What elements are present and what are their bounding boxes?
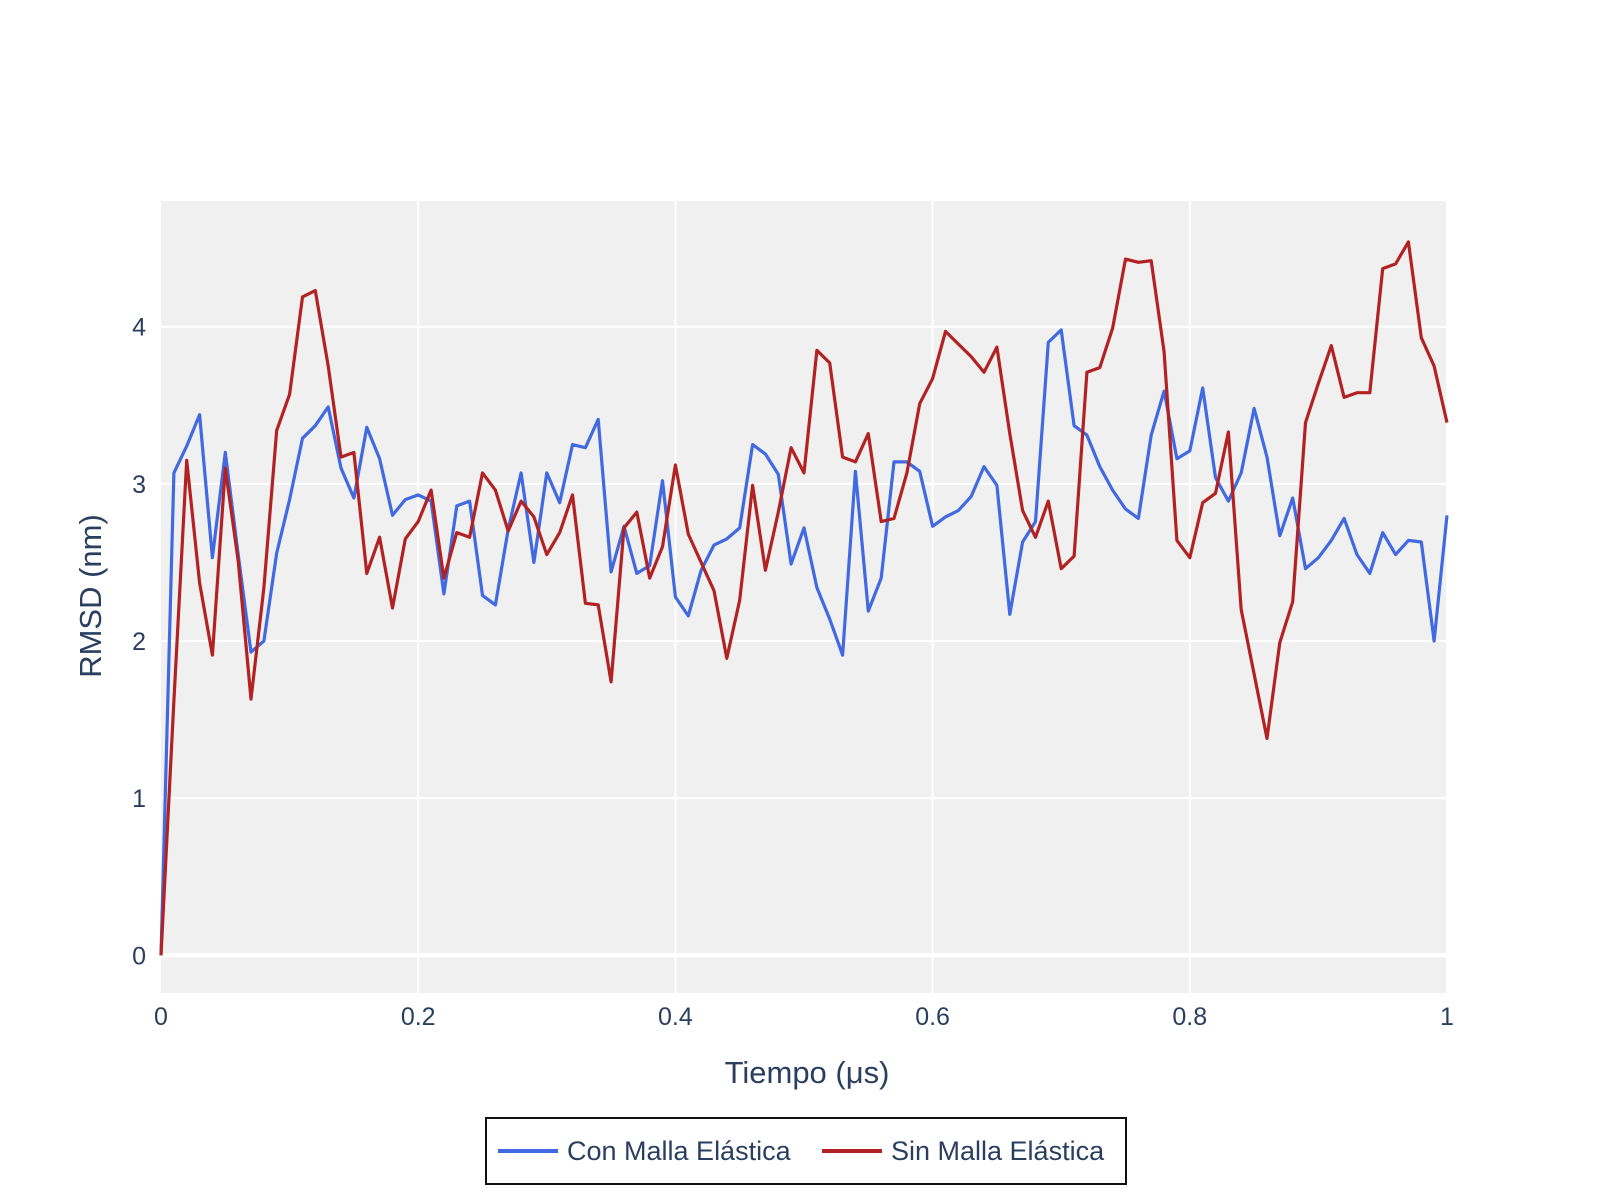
y-tick-label: 2 <box>132 628 146 656</box>
legend: Con Malla Elástica Sin Malla Elástica <box>485 1117 1127 1185</box>
legend-label-sin-malla: Sin Malla Elástica <box>891 1136 1105 1166</box>
x-tick-label: 0 <box>154 1003 168 1031</box>
x-tick-label: 0.4 <box>658 1003 693 1031</box>
plot-background <box>161 201 1447 993</box>
series-lines <box>159 240 1449 956</box>
y-tick-label: 3 <box>132 471 146 499</box>
y-tick-label: 0 <box>132 942 146 970</box>
x-tick-label: 0.6 <box>915 1003 950 1031</box>
y-axis-title: RMSD (nm) <box>73 514 108 678</box>
y-axis-ticks: 0 1 2 3 4 <box>132 314 146 971</box>
y-tick-label: 1 <box>132 785 146 813</box>
x-tick-label: 0.2 <box>401 1003 436 1031</box>
legend-label-con-malla: Con Malla Elástica <box>567 1136 792 1166</box>
legend-box <box>485 1117 1127 1185</box>
x-tick-label: 0.8 <box>1172 1003 1207 1031</box>
x-tick-label: 1 <box>1440 1003 1454 1031</box>
series-line-sin-malla <box>159 240 1449 956</box>
x-axis-title: Tiempo (μs) <box>725 1055 890 1090</box>
y-tick-label: 4 <box>132 314 146 342</box>
x-axis-ticks: 0 0.2 0.4 0.6 0.8 1 <box>154 1003 1454 1031</box>
